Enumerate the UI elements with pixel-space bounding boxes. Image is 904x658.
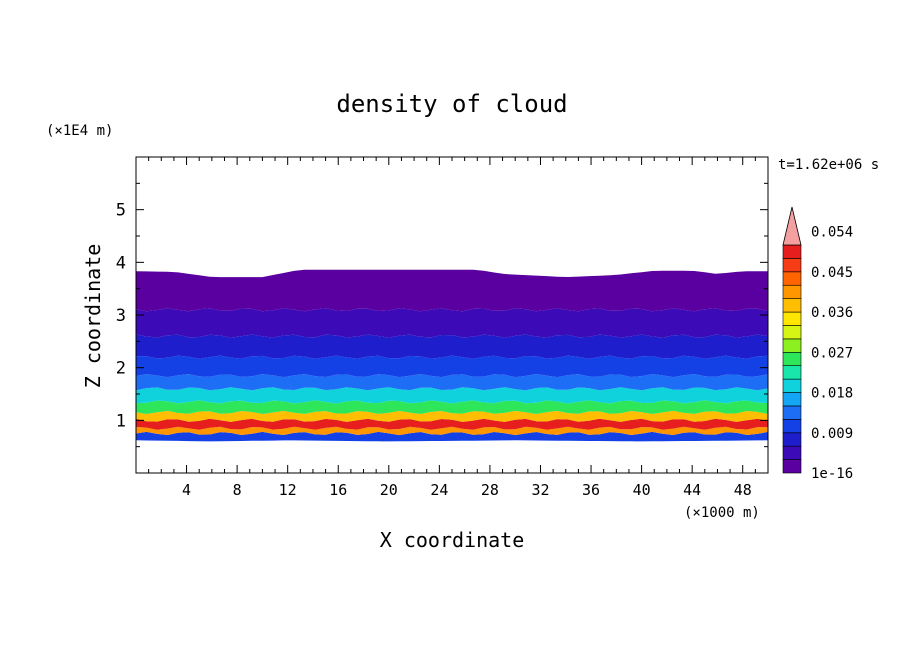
colorbar-label: 0.054	[811, 225, 853, 241]
contour-layer	[136, 308, 768, 338]
colorbar-swatch	[782, 432, 802, 447]
colorbar-swatch	[782, 392, 802, 407]
colorbar: 1e-16 0.009 0.018 0.027 0.036 0.045 0.054	[782, 206, 853, 482]
colorbar-swatch	[782, 311, 802, 326]
chart-title: density of cloud	[336, 90, 567, 118]
time-label: t=1.62e+06 s	[778, 157, 879, 173]
x-tick-label: 4	[182, 481, 191, 499]
x-unit-label: (×1000 m)	[684, 505, 760, 521]
x-tick-label: 12	[279, 481, 297, 499]
y-tick-label: 5	[116, 201, 126, 221]
colorbar-swatch	[782, 258, 802, 273]
y-tick-label: 4	[116, 253, 126, 273]
colorbar-label: 0.045	[811, 265, 853, 281]
colorbar-label: 0.036	[811, 305, 853, 321]
y-axis-label: Z coordinate	[81, 244, 105, 389]
contour-layer	[136, 269, 768, 312]
y-unit-label: (×1E4 m)	[46, 123, 113, 139]
y-tick-label: 3	[116, 306, 126, 326]
colorbar-swatch	[782, 445, 802, 460]
colorbar-label: 1e-16	[811, 466, 853, 482]
contour-layer	[136, 387, 768, 404]
y-tick-label: 2	[116, 359, 126, 379]
contour-layer	[136, 418, 768, 430]
x-tick-label: 28	[481, 481, 499, 499]
colorbar-extend	[782, 206, 802, 246]
colorbar-swatch	[782, 405, 802, 420]
x-tick-label: 24	[430, 481, 448, 499]
colorbar-swatch	[782, 338, 802, 353]
contour-layer	[136, 400, 768, 414]
colorbar-label: 0.027	[811, 345, 853, 361]
colorbar-swatch	[782, 298, 802, 313]
x-tick-label: 8	[233, 481, 242, 499]
contour-layer	[136, 355, 768, 378]
colorbar-label: 0.018	[811, 386, 853, 402]
colorbar-swatch	[782, 459, 802, 474]
plot-area	[136, 269, 768, 442]
x-tick-label: 20	[380, 481, 398, 499]
colorbar-swatch	[782, 271, 802, 286]
colorbar-swatch	[782, 419, 802, 434]
x-tick-label: 32	[531, 481, 549, 499]
y-tick-label: 1	[116, 411, 126, 431]
contour-layer	[136, 431, 768, 442]
colorbar-swatch	[782, 284, 802, 299]
colorbar-swatch	[782, 378, 802, 393]
contour-layer	[136, 334, 768, 359]
colorbar-swatch	[782, 351, 802, 367]
colorbar-swatch	[782, 244, 802, 259]
x-tick-label: 48	[734, 481, 752, 499]
x-tick-label: 16	[329, 481, 347, 499]
colorbar-swatch	[782, 365, 802, 380]
contour-layer	[136, 426, 768, 436]
colorbar-swatch	[782, 325, 802, 340]
colorbar-label: 0.009	[811, 426, 853, 442]
x-tick-label: 40	[633, 481, 651, 499]
contour-layer	[136, 410, 768, 422]
x-tick-label: 44	[683, 481, 701, 499]
x-tick-label: 36	[582, 481, 600, 499]
contour-layer	[136, 374, 768, 391]
x-axis-label: X coordinate	[380, 528, 525, 552]
